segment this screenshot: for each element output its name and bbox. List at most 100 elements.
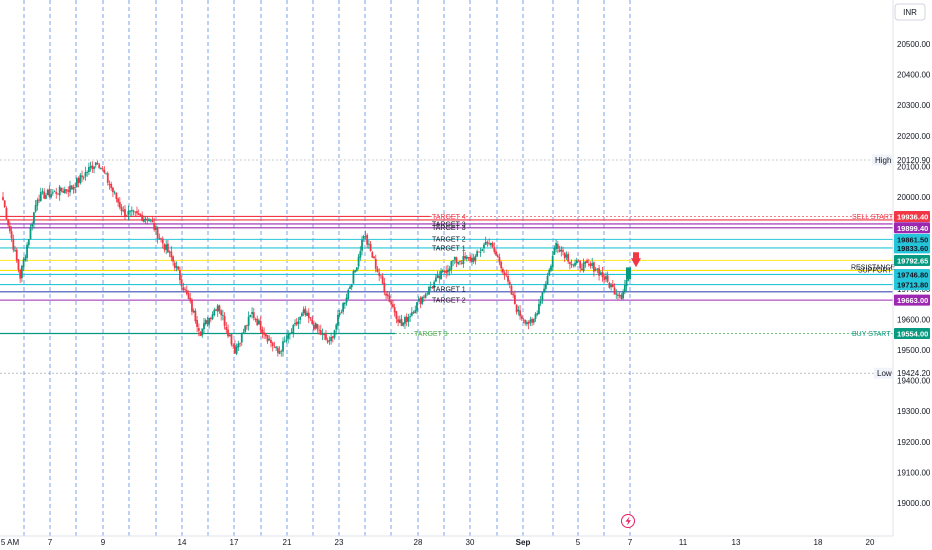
candle-body [196,320,199,327]
candle-body [582,262,585,272]
time-tick-label: 28 [414,538,423,547]
candle-body [141,215,144,222]
candle-body [622,292,625,299]
candle-body [337,314,339,326]
candle-body [362,236,365,239]
candle-body [84,172,87,177]
candle-body [209,317,212,320]
candle-body [256,318,259,326]
candle-body [512,293,515,296]
candle-body [393,307,396,313]
candle-body [514,295,516,305]
candle-body [402,322,405,326]
candle-body [328,340,331,342]
candle-body [278,351,281,354]
candle-body [189,298,192,302]
candle-body [575,260,578,264]
candle-body [562,250,564,252]
candle-body [175,266,178,269]
candle-body [380,275,382,277]
price-badges: High 20120.90 Low 19424.20 19936.40 19554.00 1… [872,154,931,379]
candle-body [33,212,35,224]
candle-body [548,269,551,276]
candle-body [146,218,149,221]
candle-body [496,255,499,258]
level-badge: 19899.40 [897,224,928,233]
low-value: 19424.20 [897,369,931,378]
session-separators [23,0,631,536]
candle-body [323,333,326,336]
resistance-label: RESISTANCE [851,264,896,271]
candle-body [331,336,334,339]
candle-body [46,190,49,196]
candle-body [364,236,367,237]
candle-body [142,218,145,222]
candle-body [94,162,97,166]
candle-body [591,263,594,266]
candle-body [180,279,183,287]
candle-body [481,249,484,252]
candle-body [247,316,250,326]
candle-body [242,332,245,333]
candle-body [306,312,308,316]
candle-body [26,244,28,258]
candle-body [246,325,248,327]
candle-body [431,287,434,289]
candle-body [55,192,58,194]
currency-button[interactable] [894,3,926,21]
candle-body [43,191,46,199]
candle-body [625,279,628,287]
candle-body [445,270,448,273]
candle-body [378,272,381,276]
candle-body [240,332,243,343]
candle-body [503,272,506,276]
candle-body [574,262,576,266]
candle-body [342,303,345,312]
candle-body [124,209,126,217]
candle-body [529,319,532,323]
candle-body [63,189,66,194]
candle-body [89,166,92,168]
price-tick-label: 20200.00 [897,132,931,141]
currency-label[interactable]: INR [903,8,917,17]
time-tick-label: 5 AM [1,538,20,547]
candle-body [22,259,25,267]
candle-body [273,346,276,348]
candle-body [333,330,336,338]
candle-body [108,183,111,186]
candle-body [476,251,479,257]
candle-body [314,323,317,329]
lightning-icon[interactable] [621,514,635,528]
candle-body [5,208,8,219]
candle-body [390,301,393,305]
candle-body [421,296,424,304]
level-badge-bg [894,294,930,306]
candle-body [501,269,504,273]
candle-body [218,305,221,312]
candle-body [313,325,315,330]
candle-body [223,316,226,326]
candle-body [252,312,255,319]
candle-body [450,261,453,270]
candle-body [367,243,370,245]
target-1-label: TARGET 1 [432,286,466,293]
candle-body [57,193,59,195]
candle-body [345,297,348,303]
candle-body [201,328,204,336]
candle-body [100,168,102,169]
candle-body [239,343,241,345]
target-3-label: TARGET 3 [432,225,466,232]
candle-body [53,190,56,192]
candle-body [428,286,430,295]
candle-body [541,292,544,300]
candle-body [532,318,535,323]
level-badge: 19861.50 [897,235,928,244]
candle-body [417,298,420,302]
candle-body [167,243,169,253]
candle-body [137,213,140,215]
candle-body [263,332,266,335]
candle-body [156,227,159,239]
candle-body [474,256,477,261]
price-tick-label: 19600.00 [897,315,931,324]
